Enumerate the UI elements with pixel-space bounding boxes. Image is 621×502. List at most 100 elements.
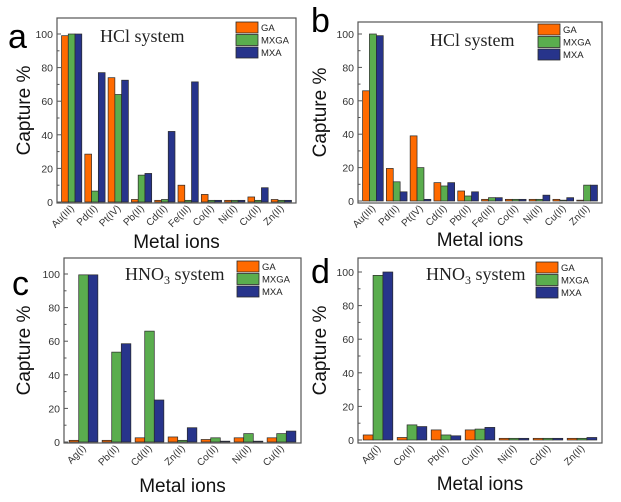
bar-mxa-niii <box>237 199 246 203</box>
bar-ga-auiii <box>61 35 69 203</box>
bar-mxga-niii <box>508 437 520 441</box>
y-tick-label: 80 <box>342 301 354 313</box>
x-tick-label: Fe(III) <box>167 203 194 230</box>
bar-mxa-ptiv <box>121 79 129 203</box>
panel-letter: c <box>12 265 29 303</box>
bar-mxa-pdii <box>97 72 106 203</box>
x-tick-label: Co(II) <box>191 203 216 228</box>
y-tick-label: 100 <box>336 29 354 41</box>
x-tick-label: Cd(II) <box>129 443 154 468</box>
legend-label: MXA <box>261 48 282 59</box>
x-tick-label: Zn(II) <box>568 203 593 228</box>
legend-label: GA <box>261 23 275 34</box>
bar-mxga-agi <box>372 275 384 441</box>
legend-label: MXA <box>563 50 584 61</box>
bar-mxa-cuii <box>261 187 269 203</box>
bar-mxga-pbii <box>111 351 122 443</box>
bar-mxga-ptiv <box>416 167 425 202</box>
x-tick-label: Cu(II) <box>543 203 568 228</box>
y-tick-label: 0 <box>348 435 354 447</box>
y-tick-label: 100 <box>42 269 60 281</box>
bar-ga-cuii <box>552 198 561 202</box>
y-axis-title: Capture % <box>14 306 35 396</box>
legend-swatch-mxga <box>235 34 259 46</box>
legend-label: MXGA <box>561 276 590 287</box>
plot-frame <box>357 257 603 444</box>
legend-swatch-mxga <box>236 273 260 285</box>
plot-frame <box>56 17 297 204</box>
bar-mxga-ptiv <box>114 94 122 203</box>
bar-mxa-cdii <box>552 437 564 441</box>
bar-mxa-cdii <box>447 182 456 202</box>
bar-mxa-pbii <box>450 435 462 441</box>
bar-ga-znii <box>167 436 179 443</box>
x-tick-label: Pb(II) <box>426 443 451 468</box>
panel-letter: a <box>8 18 27 56</box>
bar-ga-feiii <box>481 198 489 202</box>
x-tick-label: Pb(II) <box>97 443 122 468</box>
bar-mxa-niii <box>252 440 264 443</box>
y-tick-label: 100 <box>35 29 53 41</box>
legend-label: MXGA <box>563 38 592 49</box>
bar-ga-znii <box>576 199 584 202</box>
bar-mxga-feiii <box>488 197 496 202</box>
legend-label: GA <box>561 263 575 274</box>
bar-ga-agi <box>68 439 80 443</box>
bar-mxa-coii <box>518 198 527 202</box>
bar-ga-pdii <box>84 153 92 203</box>
x-tick-label: Pb(II) <box>122 203 147 228</box>
bar-mxga-coii <box>207 199 216 203</box>
bar-mxga-znii <box>177 439 188 443</box>
x-tick-label: Cu(II) <box>261 443 286 468</box>
x-tick-label: Co(II) <box>195 443 220 468</box>
y-tick-label: 40 <box>342 129 354 141</box>
bar-mxga-agi <box>78 274 89 443</box>
system-title: HNO3 system <box>125 264 225 287</box>
bar-mxa-coii <box>219 440 231 443</box>
bar-ga-ptiv <box>107 77 116 203</box>
bar-ga-pbii <box>457 190 465 202</box>
bar-ga-cdii <box>433 182 442 202</box>
bar-ga-cdii <box>134 437 146 443</box>
x-tick-label: Zn(II) <box>562 443 587 468</box>
bar-mxga-auiii <box>369 33 377 202</box>
bar-mxga-coii <box>511 198 520 202</box>
bar-mxga-znii <box>277 199 286 203</box>
bar-ga-znii <box>270 199 279 203</box>
bar-ga-coii <box>396 437 408 441</box>
x-tick-label: Au(III) <box>50 203 77 230</box>
bar-mxa-niii <box>518 437 530 441</box>
y-tick-label: 20 <box>48 403 60 415</box>
y-axis-title: Capture % <box>14 66 35 156</box>
x-axis-title: Metal ions <box>437 474 524 495</box>
x-tick-label: Pd(II) <box>377 203 402 228</box>
system-title: HCl system <box>100 26 185 46</box>
system-title: HCl system <box>430 30 515 50</box>
y-tick-label: 20 <box>342 401 354 413</box>
bar-ga-cuii <box>266 437 278 443</box>
legend-swatch-mxa <box>236 285 260 298</box>
plot-frame <box>357 21 603 204</box>
x-tick-label: Cu(II) <box>460 443 485 468</box>
y-tick-label: 20 <box>41 163 53 175</box>
x-tick-label: Co(II) <box>392 443 417 468</box>
legend-label: MXA <box>262 287 283 298</box>
bar-mxa-znii <box>586 437 598 441</box>
bar-ga-feiii <box>177 184 186 203</box>
bar-mxga-cdii <box>144 330 155 443</box>
legend-swatch-mxga <box>535 274 559 286</box>
bar-mxa-niii <box>542 194 551 202</box>
y-tick-label: 40 <box>48 370 60 382</box>
chart-panel-b: 0 20 40 60 80 100 Au(III)Pd(II)Pt(IV)Cd(II)Pb(… <box>310 2 603 251</box>
bar-mxa-pbii <box>471 191 479 202</box>
x-axis-title: Metal ions <box>133 232 220 253</box>
x-tick-label: Ag(I) <box>66 443 89 466</box>
y-tick-label: 40 <box>41 130 53 142</box>
bar-mxga-pbii <box>440 434 452 441</box>
y-tick-label: 60 <box>48 336 60 348</box>
bar-ga-ptiv <box>409 135 418 202</box>
